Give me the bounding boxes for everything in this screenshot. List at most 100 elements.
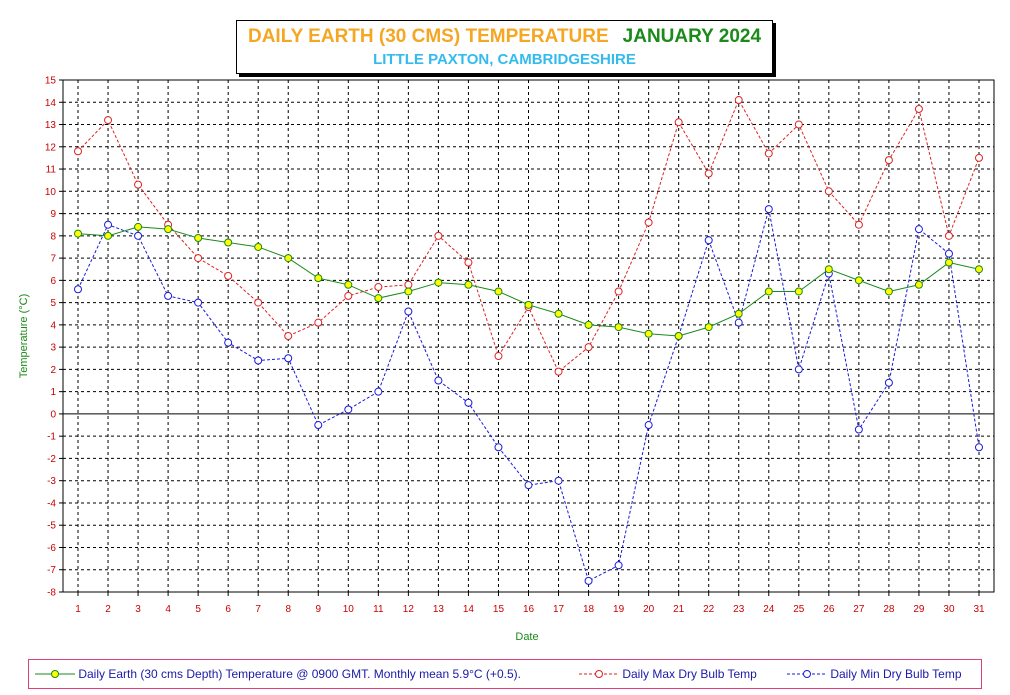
data-point-earth [224, 238, 233, 247]
data-point-max [344, 291, 353, 300]
data-point-min [794, 365, 803, 374]
data-point-max [404, 280, 413, 289]
y-tick-label: 14 [45, 98, 57, 109]
chart-subtitle: LITTLE PAXTON, CAMBRIDGESHIRE [373, 51, 636, 68]
plot-area [62, 79, 995, 593]
data-point-min [254, 356, 263, 365]
y-tick-label: 4 [50, 320, 56, 331]
data-point-min [464, 398, 473, 407]
x-tick-label: 24 [763, 604, 775, 615]
data-point-earth [975, 265, 983, 274]
data-point-earth [584, 320, 593, 329]
data-point-min [975, 443, 983, 452]
y-tick-label: 13 [45, 120, 57, 131]
data-point-min [644, 421, 653, 430]
y-tick-label: -5 [47, 521, 56, 532]
data-point-max [494, 352, 503, 361]
data-point-min [74, 285, 82, 294]
data-point-min [134, 231, 143, 240]
data-point-earth [614, 323, 623, 332]
data-point-max [794, 120, 803, 129]
legend-item-earth: Daily Earth (30 cms Depth) Temperature @… [35, 666, 521, 681]
data-point-max [944, 231, 953, 240]
data-point-min [524, 481, 533, 490]
data-point-max [614, 287, 623, 296]
data-point-min [494, 443, 503, 452]
legend-min-label: Daily Min Dry Bulb Temp [830, 666, 962, 681]
data-point-earth [914, 280, 923, 289]
data-point-min [704, 236, 713, 245]
y-tick-label: -8 [47, 588, 56, 599]
data-point-max [584, 343, 593, 352]
x-tick-label: 23 [733, 604, 745, 615]
x-tick-label: 11 [373, 604, 384, 615]
chart-month: JANUARY 2024 [622, 26, 762, 47]
x-tick-label: 26 [823, 604, 835, 615]
x-tick-label: 19 [613, 604, 625, 615]
chart-title: DAILY EARTH (30 CMS) TEMPERATURE [247, 26, 609, 47]
y-tick-label: 10 [45, 187, 57, 198]
data-point-min [344, 405, 353, 414]
y-tick-label: 5 [50, 298, 56, 309]
data-point-max [374, 283, 383, 292]
data-point-earth [524, 300, 533, 309]
data-point-earth [164, 225, 173, 234]
data-point-earth [734, 309, 743, 318]
legend-earth-swatch [35, 669, 75, 678]
x-tick-label: 29 [913, 604, 925, 615]
data-point-earth [644, 329, 653, 338]
legend-max-label: Daily Max Dry Bulb Temp [622, 666, 757, 681]
legend-min-swatch [787, 669, 827, 678]
data-point-min [554, 476, 563, 485]
x-tick-label: 13 [433, 604, 445, 615]
x-tick-label: 10 [343, 604, 355, 615]
data-point-earth [284, 254, 293, 263]
y-tick-label: 0 [50, 409, 56, 420]
y-tick-label: 11 [46, 165, 57, 176]
x-tick-label: 21 [673, 604, 685, 615]
data-point-max [854, 220, 863, 229]
data-point-min [734, 318, 743, 327]
data-point-max [464, 258, 473, 267]
x-tick-label: 1 [75, 604, 81, 615]
y-tick-label: -2 [47, 454, 56, 465]
data-point-earth [494, 287, 503, 296]
data-point-min [224, 338, 233, 347]
data-point-max [434, 231, 443, 240]
x-tick-label: 9 [315, 604, 321, 615]
data-point-earth [944, 258, 953, 267]
data-point-min [914, 225, 923, 234]
grid [59, 79, 994, 596]
x-tick-label: 31 [973, 604, 985, 615]
data-point-min [404, 307, 413, 316]
data-point-max [194, 254, 203, 263]
title-box: DAILY EARTH (30 CMS) TEMPERATURE JANUARY … [236, 20, 773, 74]
data-point-earth [134, 222, 143, 231]
x-tick-label: 5 [195, 604, 201, 615]
y-tick-label: 6 [50, 276, 56, 287]
y-tick-label: 15 [45, 76, 57, 87]
data-point-max [914, 104, 923, 113]
data-point-max [314, 318, 323, 327]
data-point-earth [884, 287, 893, 296]
y-tick-label: -1 [47, 432, 56, 443]
x-tick-labels: 1 2 3 4 5 6 7 8 9 10 11 12 13 14 15 16 17 18 19 20 21 22 23 24 2… [75, 604, 985, 615]
data-point-min [164, 291, 173, 300]
data-point-earth [314, 274, 323, 283]
y-tick-label: 12 [45, 142, 57, 153]
x-tick-label: 28 [883, 604, 895, 615]
legend-item-min: Daily Min Dry Bulb Temp [787, 666, 962, 681]
data-point-earth [74, 229, 82, 238]
data-point-max [74, 147, 82, 156]
data-point-earth [404, 287, 413, 296]
y-tick-label: -4 [47, 498, 56, 509]
data-point-max [254, 298, 263, 307]
x-tick-label: 4 [165, 604, 171, 615]
x-tick-label: 8 [285, 604, 291, 615]
x-tick-label: 3 [135, 604, 141, 615]
y-tick-label: -7 [47, 565, 56, 576]
data-point-earth [194, 234, 203, 243]
x-tick-label: 17 [553, 604, 565, 615]
data-point-max [224, 271, 233, 280]
data-point-max [134, 180, 143, 189]
